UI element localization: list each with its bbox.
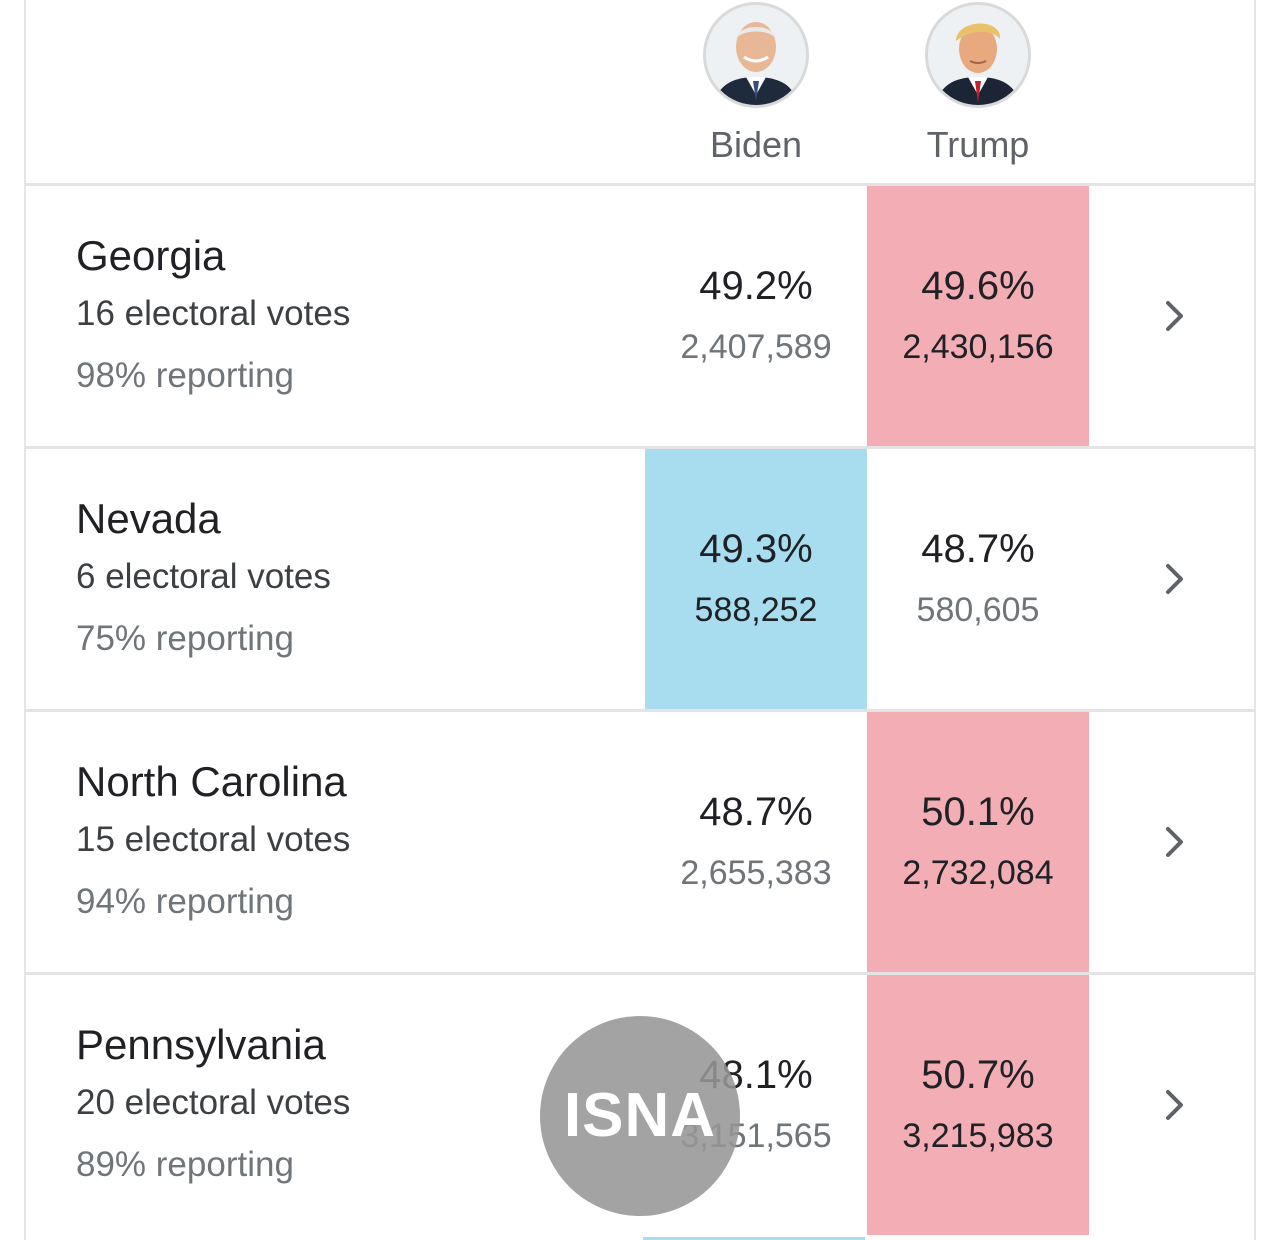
state-row-pennsylvania[interactable]: Pennsylvania 20 electoral votes 89% repo… bbox=[26, 975, 1254, 1240]
trump-result: 50.7% 3,215,983 bbox=[867, 975, 1089, 1235]
candidate-name-biden: Biden bbox=[709, 124, 803, 165]
trump-percentage: 50.7% bbox=[921, 1053, 1035, 1097]
state-row-georgia[interactable]: Georgia 16 electoral votes 98% reporting… bbox=[26, 186, 1254, 449]
watermark-logo: ISNA bbox=[540, 1016, 740, 1216]
biden-percentage: 49.3% bbox=[699, 527, 813, 571]
trump-percentage: 50.1% bbox=[921, 790, 1035, 834]
reporting-status: 94% reporting bbox=[76, 882, 294, 921]
state-name: North Carolina bbox=[76, 758, 347, 805]
results-panel: Biden Trump Georgia 16 electoral votes bbox=[24, 0, 1256, 1240]
avatar-biden bbox=[703, 2, 809, 108]
avatar-trump bbox=[925, 2, 1031, 108]
trump-vote-count: 580,605 bbox=[916, 591, 1040, 629]
candidate-name-trump: Trump bbox=[926, 124, 1030, 165]
biden-percentage: 49.2% bbox=[699, 264, 813, 308]
reporting-status: 89% reporting bbox=[76, 1145, 294, 1184]
electoral-votes: 15 electoral votes bbox=[76, 820, 351, 859]
next-row-lead-indicator bbox=[643, 1237, 865, 1240]
biden-vote-count: 2,655,383 bbox=[680, 854, 832, 892]
chevron-right-icon[interactable] bbox=[1154, 296, 1194, 336]
reporting-status: 75% reporting bbox=[76, 619, 294, 658]
electoral-votes: 20 electoral votes bbox=[76, 1083, 351, 1122]
electoral-votes: 16 electoral votes bbox=[76, 294, 351, 333]
candidates-header: Biden Trump bbox=[26, 0, 1254, 186]
chevron-right-icon[interactable] bbox=[1154, 559, 1194, 599]
state-name: Nevada bbox=[76, 495, 221, 542]
trump-vote-count: 3,215,983 bbox=[902, 1117, 1054, 1155]
candidate-biden: Biden bbox=[645, 0, 867, 186]
trump-result: 50.1% 2,732,084 bbox=[867, 712, 1089, 972]
biden-vote-count: 588,252 bbox=[694, 591, 818, 629]
trump-result: 49.6% 2,430,156 bbox=[867, 186, 1089, 446]
chevron-right-icon[interactable] bbox=[1154, 822, 1194, 862]
reporting-status: 98% reporting bbox=[76, 356, 294, 395]
trump-result: 48.7% 580,605 bbox=[867, 449, 1089, 709]
biden-result: 49.2% 2,407,589 bbox=[645, 186, 867, 446]
trump-percentage: 48.7% bbox=[921, 527, 1035, 571]
state-name: Georgia bbox=[76, 232, 226, 279]
biden-percentage: 48.7% bbox=[699, 790, 813, 834]
trump-vote-count: 2,430,156 bbox=[902, 328, 1054, 366]
trump-percentage: 49.6% bbox=[921, 264, 1035, 308]
chevron-right-icon[interactable] bbox=[1154, 1085, 1194, 1125]
electoral-votes: 6 electoral votes bbox=[76, 557, 331, 596]
state-row-nevada[interactable]: Nevada 6 electoral votes 75% reporting 4… bbox=[26, 449, 1254, 712]
state-name: Pennsylvania bbox=[76, 1021, 326, 1068]
state-row-north-carolina[interactable]: North Carolina 15 electoral votes 94% re… bbox=[26, 712, 1254, 975]
trump-vote-count: 2,732,084 bbox=[902, 854, 1054, 892]
biden-result: 48.7% 2,655,383 bbox=[645, 712, 867, 972]
biden-result: 49.3% 588,252 bbox=[645, 449, 867, 709]
biden-vote-count: 2,407,589 bbox=[680, 328, 832, 366]
candidate-trump: Trump bbox=[867, 0, 1089, 186]
